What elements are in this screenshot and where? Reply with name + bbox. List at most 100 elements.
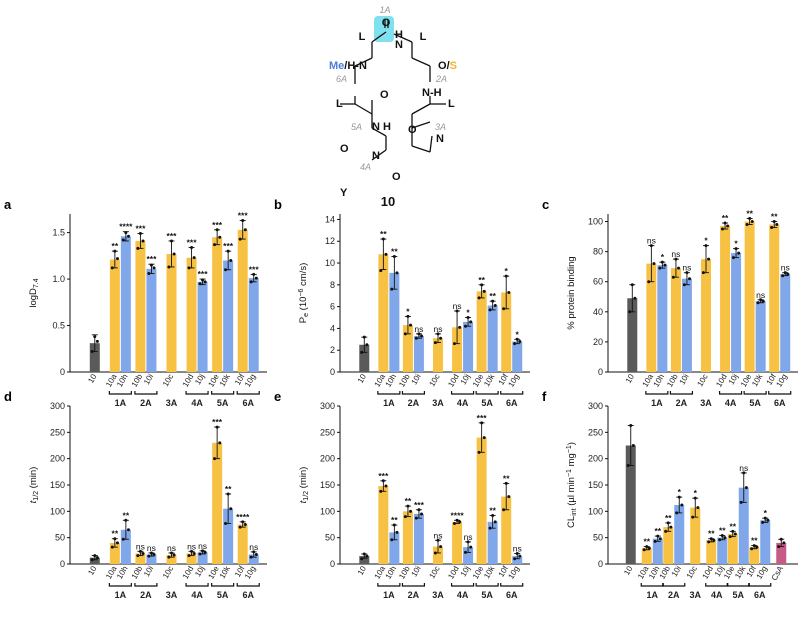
data-point: [766, 518, 770, 522]
group-label-3A: 3A: [166, 590, 178, 600]
data-point: [455, 309, 459, 313]
category-label-10g: 10g: [243, 373, 257, 389]
data-point: [452, 342, 456, 346]
group-label-5A: 5A: [732, 590, 744, 600]
y-tick-label: 8: [330, 280, 335, 290]
data-point: [631, 444, 635, 447]
data-point: [779, 537, 783, 541]
data-point: [458, 325, 462, 329]
data-point: [745, 223, 749, 227]
data-point: [723, 221, 727, 225]
y-axis-label-main: P: [298, 317, 309, 323]
group-label-2A: 2A: [140, 398, 152, 408]
s-label: S: [450, 60, 457, 72]
bar-10h: [389, 272, 400, 372]
data-point: [187, 554, 191, 558]
y-tick-label: 300: [50, 401, 65, 411]
data-point: [507, 290, 511, 294]
data-point: [777, 545, 781, 549]
data-point: [647, 280, 651, 284]
data-point: [513, 557, 517, 561]
data-point: [720, 534, 724, 538]
significance-10e: **: [746, 209, 753, 219]
data-point: [675, 511, 679, 515]
data-point: [480, 283, 484, 287]
data-point: [93, 554, 97, 558]
group-bracket: [662, 583, 686, 587]
data-point: [187, 266, 191, 270]
group-label-5A: 5A: [217, 398, 229, 408]
data-point: [229, 258, 233, 262]
atom-o: O: [382, 17, 391, 29]
category-label-10i: 10i: [670, 564, 683, 578]
y-tick-label: 0: [60, 367, 65, 377]
highlight-box: [374, 16, 394, 42]
y-tick-label: 2: [330, 345, 335, 355]
category-label-10: 10: [86, 564, 99, 577]
data-point: [518, 339, 522, 343]
data-point: [680, 503, 684, 507]
data-point: [379, 269, 383, 273]
group-bracket: [134, 583, 158, 587]
y-tick-label: 0: [598, 559, 603, 569]
data-point: [201, 278, 205, 282]
group-label-3A: 3A: [700, 398, 712, 408]
data-point: [696, 506, 700, 510]
bar-10h: [652, 538, 663, 564]
position-label-1A: 1A: [379, 5, 390, 15]
bar-10a: [641, 548, 652, 564]
y-axis-label-main: logD: [28, 288, 39, 308]
data-point: [783, 271, 787, 275]
bar-10e: [212, 237, 223, 372]
data-point: [626, 464, 630, 468]
group-label-1A: 1A: [646, 590, 658, 600]
data-point: [224, 268, 228, 272]
group-label-6A: 6A: [754, 590, 766, 600]
data-point: [653, 539, 657, 543]
data-point: [167, 555, 171, 559]
y-tick-label: 200: [588, 454, 603, 464]
y-tick-label: 12: [325, 236, 335, 246]
y-tick-label: 50: [325, 533, 335, 543]
atom-n-5a: N: [372, 121, 380, 133]
data-point: [748, 217, 752, 221]
data-point: [504, 274, 508, 278]
group-label-2A: 2A: [668, 590, 680, 600]
significance-10j: *: [734, 239, 738, 249]
y-axis-label-tail: (10: [298, 297, 309, 313]
atom-o-3a: O: [408, 124, 417, 136]
group-bracket: [134, 391, 158, 395]
category-label-10c: 10c: [161, 373, 175, 389]
data-point: [252, 550, 256, 554]
bar-10: [89, 343, 100, 372]
data-point: [469, 545, 473, 549]
data-point: [628, 310, 632, 314]
data-point: [170, 239, 173, 243]
y-axis-label-sup: −1: [566, 469, 573, 477]
significance-10h: ****: [119, 222, 133, 232]
data-point: [455, 518, 459, 522]
bar-10k: [487, 305, 498, 372]
significance-10e: ***: [477, 413, 488, 423]
significance-10h: *: [661, 252, 665, 262]
data-point: [761, 520, 765, 524]
y-tick-label: 0: [330, 367, 335, 377]
group-label-6A: 6A: [506, 590, 518, 600]
category-label-10g: 10g: [243, 565, 257, 581]
y-tick-label: 100: [588, 506, 603, 516]
significance-10k: ns: [739, 463, 748, 473]
data-point: [504, 481, 508, 485]
data-point: [488, 526, 492, 530]
data-point: [417, 508, 421, 512]
group-bracket: [377, 391, 401, 395]
bar-10j: [197, 281, 208, 372]
data-point: [664, 529, 668, 533]
data-point: [192, 551, 196, 555]
category-label-10h: 10h: [384, 565, 398, 581]
data-point: [362, 552, 366, 556]
atom-l-mid-right: L: [448, 98, 455, 110]
significance-10k: ***: [223, 241, 234, 251]
